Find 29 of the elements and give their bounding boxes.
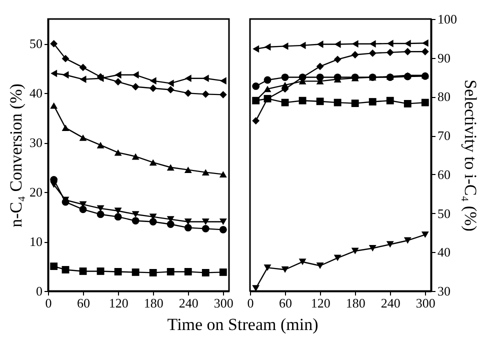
- y2-tick-label: 90: [438, 50, 450, 66]
- y2-tick-label: 60: [438, 166, 450, 182]
- y-axis-title: n-C₄ Conversion (%): [6, 84, 26, 228]
- x-tick-label: 60: [77, 296, 90, 310]
- y-tick-label: 40: [30, 86, 42, 101]
- y2-axis-title: Selectivity to i-C₄ (%): [461, 80, 480, 232]
- y2-tick-label: 80: [438, 89, 450, 104]
- y2-tick-label: 40: [438, 244, 450, 260]
- x-tick-label: 120: [310, 296, 330, 310]
- x-tick-label: 240: [178, 296, 198, 310]
- x-tick-label: 60: [279, 296, 292, 310]
- x-tick-label: 0: [247, 296, 254, 310]
- x-axis-title: Time on Stream (min): [167, 314, 318, 334]
- y2-tick-label: 30: [438, 284, 450, 298]
- y-tick-label: 0: [36, 284, 42, 298]
- x-tick-label: 180: [346, 296, 366, 310]
- y-tick-label: 30: [30, 135, 42, 150]
- x-tick-label: 300: [416, 296, 436, 310]
- x-tick-label: 180: [144, 296, 164, 310]
- x-tick-label: 120: [108, 296, 128, 310]
- y-tick-label: 20: [30, 184, 42, 200]
- x-tick-label: 300: [214, 296, 234, 310]
- y-tick-label: 50: [30, 36, 42, 52]
- x-tick-label: 0: [45, 296, 52, 310]
- y-tick-label: 10: [30, 234, 42, 250]
- y2-tick-label: 100: [438, 12, 457, 26]
- x-tick-label: 240: [380, 296, 400, 310]
- y2-tick-label: 70: [438, 128, 450, 144]
- y2-tick-label: 50: [438, 206, 450, 221]
